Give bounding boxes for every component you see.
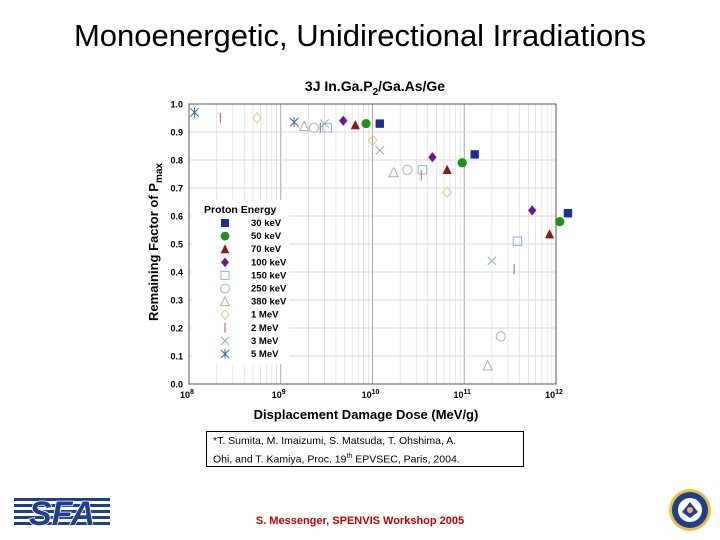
legend-entry-label: 250 keV	[251, 284, 287, 295]
data-point	[322, 123, 332, 133]
legend-entry-label: 5 MeV	[251, 349, 279, 360]
legend-entry-label: 70 keV	[251, 244, 282, 255]
footer-credit: S. Messenger, SPENVIS Workshop 2005	[255, 515, 465, 527]
citation-line-2-pre: Ohi, and T. Kamiya, Proc. 19	[213, 453, 347, 466]
data-point	[457, 158, 467, 168]
y-tick-label: 0.7	[170, 184, 183, 194]
y-tick-label: 1.0	[170, 100, 183, 110]
y-tick-label: 0.8	[170, 156, 183, 166]
data-point	[388, 166, 400, 178]
citation-line-2: Ohi, and T. Kamiya, Proc. 19th EPVSEC, P…	[213, 449, 517, 468]
data-point	[319, 119, 330, 129]
data-points	[190, 107, 573, 371]
data-point	[402, 164, 413, 175]
chart-title-part-a: 3J In.Ga.P	[304, 78, 373, 94]
data-point	[339, 115, 348, 126]
data-point	[470, 150, 479, 159]
data-point	[375, 145, 385, 155]
y-tick-label: 0.6	[170, 212, 183, 222]
y-tick-label: 0.5	[170, 240, 183, 250]
legend: Proton Energy 30 keV 50 keV 70 keV 100 keV 15…	[192, 200, 289, 365]
legend-entry-label: 2 MeV	[251, 323, 279, 334]
legend-entry-label: 30 keV	[251, 218, 282, 229]
legend-marker	[219, 295, 231, 307]
data-point	[361, 118, 371, 129]
axes: 0.0 0.1 0.2 0.3 0.4 0.5 0.6 0.7 0.8 0.9 1.0 108 109 1…	[170, 100, 563, 401]
chart-title-subscript: 2	[372, 86, 379, 98]
legend-marker	[220, 244, 230, 254]
citation-line-1: *T. Sumita, M. Imaizumi, S. Matsuda, T. …	[213, 435, 457, 447]
data-point	[563, 209, 573, 218]
data-point	[252, 112, 262, 124]
legend-entry-label: 150 keV	[251, 270, 287, 281]
x-tick-label: 1010	[362, 389, 380, 400]
data-point	[487, 256, 497, 266]
data-point	[442, 186, 452, 199]
legend-marker	[220, 349, 230, 359]
slide-title: Monoenergetic, Unidirectional Irradiatio…	[73, 18, 647, 53]
data-point	[544, 229, 555, 239]
citation-sup: th	[346, 453, 353, 460]
legend-marker	[221, 219, 229, 227]
legend-marker	[220, 336, 230, 346]
logo-text: SFA	[29, 495, 95, 530]
chart-title: 3J In.Ga.P2/Ga.As/Ge	[250, 78, 500, 98]
y-axis-label: Remaining Factor of Pmax	[146, 163, 165, 321]
x-tick-label: 1011	[454, 389, 472, 400]
y-axis-label-main: Remaining Factor of P	[146, 183, 161, 321]
legend-marker	[220, 231, 230, 241]
data-point	[190, 107, 200, 118]
navy-seal-icon	[669, 489, 711, 531]
legend-entry-label: 100 keV	[251, 257, 287, 268]
y-tick-label: 0.0	[170, 380, 183, 390]
data-point	[289, 117, 299, 128]
y-tick-label: 0.2	[170, 324, 183, 334]
legend-box	[192, 200, 289, 365]
citation-line-2-post: EPVSEC, Paris, 2004.	[352, 453, 460, 466]
x-tick-label: 1012	[545, 389, 563, 400]
data-point	[555, 216, 565, 227]
plot-frame	[188, 103, 557, 385]
legend-marker	[220, 309, 230, 321]
x-tick-label: 109	[272, 389, 286, 400]
data-point	[350, 119, 360, 130]
legend-marker	[220, 270, 230, 280]
data-point	[512, 236, 523, 246]
sfa-logo: SFA	[14, 494, 110, 530]
data-point	[495, 331, 506, 342]
legend-entry-label: 380 keV	[251, 297, 287, 308]
data-point	[367, 134, 378, 147]
data-point	[375, 119, 384, 128]
legend-entry-label: 50 keV	[251, 231, 282, 242]
y-tick-label: 0.3	[170, 296, 183, 306]
legend-entry-label: 3 MeV	[251, 336, 279, 347]
legend-entry-label: 1 MeV	[251, 310, 279, 321]
y-axis-label-subscript: max	[154, 163, 165, 183]
data-point	[482, 359, 494, 371]
chart-title-part-c: /Ga.As/Ge	[378, 78, 446, 94]
y-tick-label: 0.9	[170, 128, 183, 138]
legend-title: Proton Energy	[204, 204, 277, 216]
data-point	[442, 164, 452, 174]
chart: 0.0 0.1 0.2 0.3 0.4 0.5 0.6 0.7 0.8 0.9 1.0 108 109 1…	[146, 100, 573, 422]
data-point	[308, 122, 320, 133]
y-tick-label: 0.4	[170, 268, 183, 278]
x-tick-label: 108	[180, 389, 194, 400]
legend-marker	[221, 257, 229, 268]
x-axis-label: Displacement Damage Dose (MeV/g)	[254, 407, 479, 422]
citation-box: *T. Sumita, M. Imaizumi, S. Matsuda, T. …	[206, 431, 524, 467]
legend-marker	[220, 283, 230, 294]
data-point	[417, 165, 428, 175]
data-point	[298, 120, 310, 132]
y-tick-label: 0.1	[170, 352, 183, 362]
